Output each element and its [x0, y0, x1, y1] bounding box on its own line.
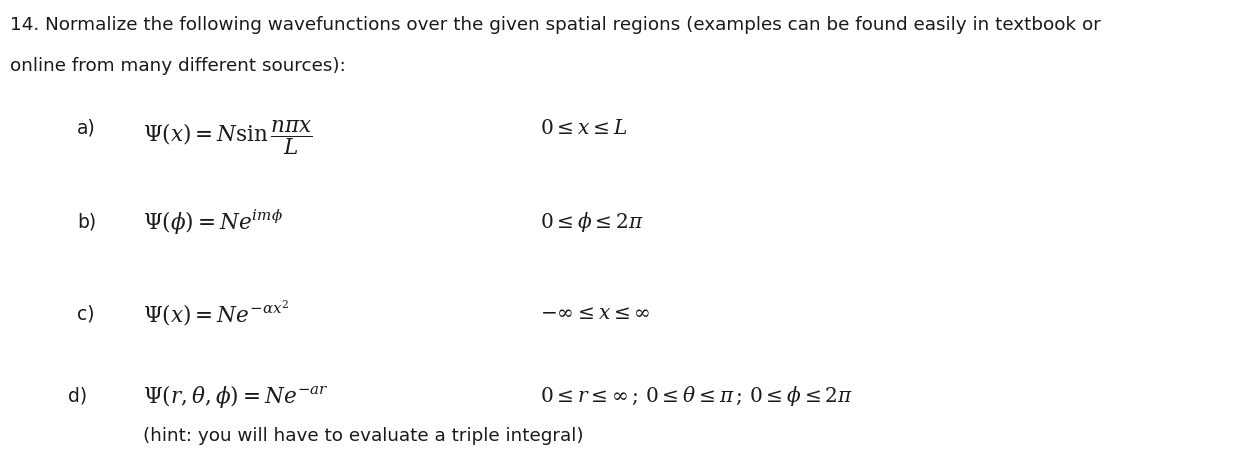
Text: a): a)	[77, 119, 96, 138]
Text: $\Psi(x) = N\sin\dfrac{n\pi x}{L}$: $\Psi(x) = N\sin\dfrac{n\pi x}{L}$	[143, 118, 313, 157]
Text: c): c)	[77, 304, 94, 323]
Text: online from many different sources):: online from many different sources):	[10, 57, 345, 75]
Text: (hint: you will have to evaluate a triple integral): (hint: you will have to evaluate a tripl…	[143, 427, 584, 445]
Text: $0 \leq r \leq \infty\,;\, 0 \leq \theta \leq \pi\,;\, 0 \leq \phi \leq 2\pi$: $0 \leq r \leq \infty\,;\, 0 \leq \theta…	[540, 384, 853, 408]
Text: $0 \leq x \leq L$: $0 \leq x \leq L$	[540, 119, 627, 138]
Text: d): d)	[68, 387, 87, 406]
Text: b): b)	[77, 213, 96, 232]
Text: $\Psi(x) = Ne^{-\alpha x^{2}}$: $\Psi(x) = Ne^{-\alpha x^{2}}$	[143, 299, 289, 328]
Text: $\Psi(r,\theta,\phi) = Ne^{-ar}$: $\Psi(r,\theta,\phi) = Ne^{-ar}$	[143, 383, 328, 409]
Text: $0 \leq \phi \leq 2\pi$: $0 \leq \phi \leq 2\pi$	[540, 210, 645, 234]
Text: 14. Normalize the following wavefunctions over the given spatial regions (exampl: 14. Normalize the following wavefunction…	[10, 16, 1100, 34]
Text: $-\infty \leq x \leq \infty$: $-\infty \leq x \leq \infty$	[540, 304, 651, 323]
Text: $\Psi(\phi) = Ne^{im\phi}$: $\Psi(\phi) = Ne^{im\phi}$	[143, 207, 283, 237]
